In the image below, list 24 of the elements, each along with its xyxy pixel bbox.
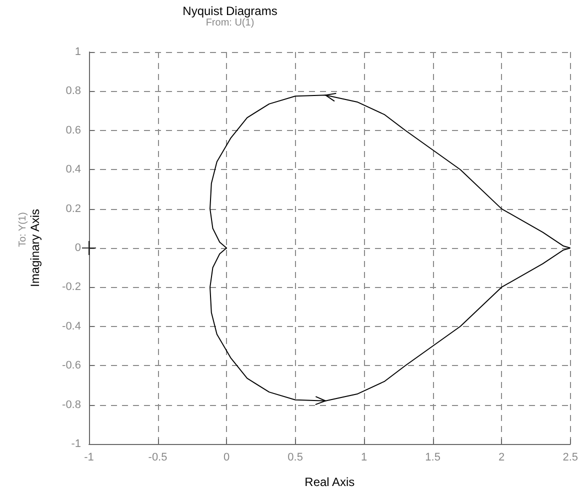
y-tick-label: 0.4 xyxy=(66,164,81,176)
y-tick-label: -1 xyxy=(71,438,81,450)
chart-subtitle: From: U(1) xyxy=(206,18,254,28)
text: To: Y(1) xyxy=(18,212,28,248)
x-tick-label: -1 xyxy=(84,452,94,464)
y-tick-label: -0.4 xyxy=(62,320,81,332)
y-tick-label: 0.2 xyxy=(66,202,81,215)
y-tick-label: -0.8 xyxy=(62,398,81,411)
y-tick-label: -0.6 xyxy=(62,360,81,372)
y-axis-title: Imaginary Axis xyxy=(28,208,42,288)
y-tick-label: 1 xyxy=(74,46,81,58)
chart-title: Nyquist Diagrams xyxy=(182,4,278,18)
y-tick-label: 0 xyxy=(74,242,81,254)
x-axis-title: Real Axis xyxy=(304,475,355,489)
y-tick-label: -0.2 xyxy=(62,281,81,294)
x-tick-label: 2 xyxy=(498,452,505,464)
y-tick-label: 0.6 xyxy=(66,124,81,136)
y-tick-label: 0.8 xyxy=(66,85,81,98)
x-tick-label: 1 xyxy=(360,452,368,464)
x-tick-label: 2.5 xyxy=(562,452,578,464)
x-tick-label: 1.5 xyxy=(425,452,440,464)
x-tick-label: 0.5 xyxy=(288,452,303,464)
x-tick-label: -0.5 xyxy=(148,452,168,464)
x-tick-label: 0 xyxy=(223,452,230,464)
